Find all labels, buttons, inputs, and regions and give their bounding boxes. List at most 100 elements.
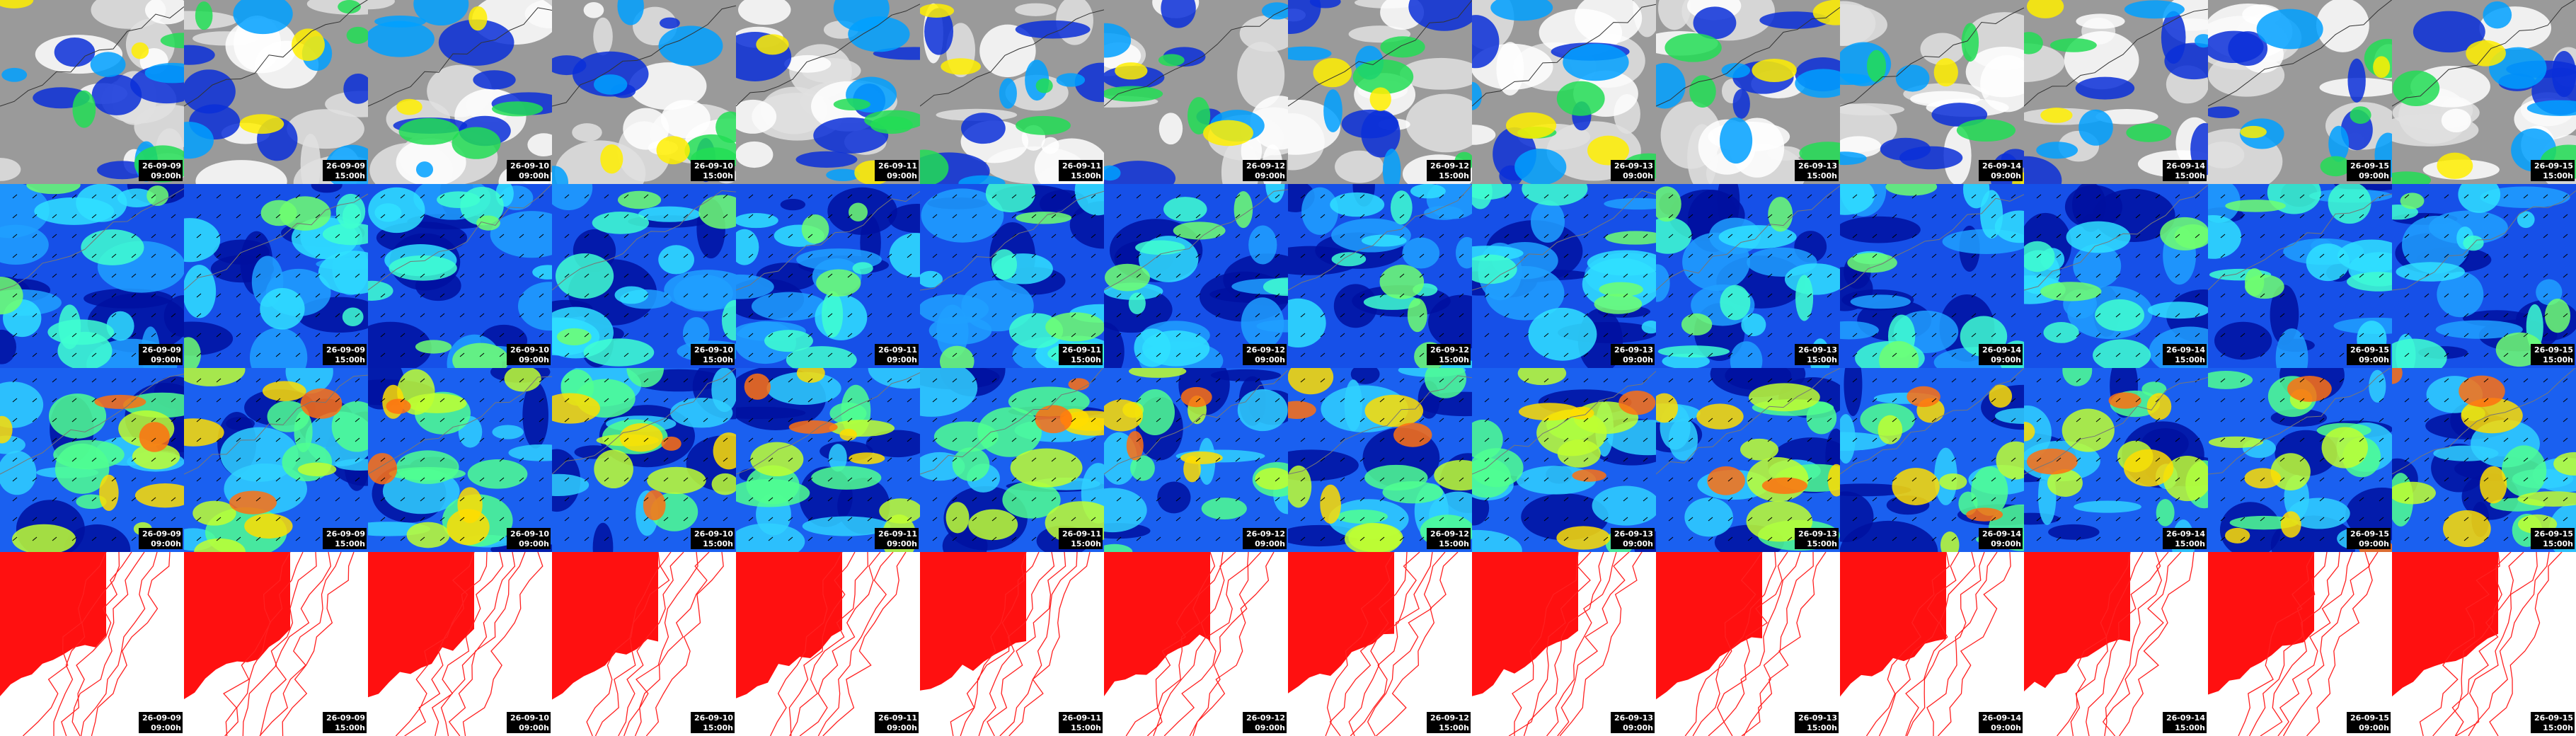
wind-barb xyxy=(827,333,833,338)
wind-barb xyxy=(2095,194,2101,199)
wind-barb xyxy=(1031,194,1037,199)
date-label: 26-09-11 xyxy=(878,529,917,539)
wind-barb xyxy=(2115,398,2121,403)
wind-barb xyxy=(1439,333,1444,338)
wind-barb xyxy=(723,194,728,199)
wind-barb xyxy=(91,477,97,482)
wind-barb xyxy=(1727,293,1733,298)
wind-barb xyxy=(2076,352,2081,357)
wind-barb xyxy=(2279,293,2285,298)
field-blob xyxy=(1352,59,1414,94)
field-blob xyxy=(522,381,548,449)
wind-barb xyxy=(952,293,958,298)
contour-line xyxy=(789,552,868,736)
field-blob xyxy=(452,343,510,368)
field-blob xyxy=(1604,197,1656,210)
wind-barb xyxy=(1991,418,1996,422)
coastline xyxy=(0,374,184,475)
field-blob xyxy=(1812,0,1840,25)
wind-barb xyxy=(1091,418,1096,422)
field-blob xyxy=(476,215,500,231)
field-blob xyxy=(933,421,999,452)
wind-barb xyxy=(2036,457,2042,462)
contour-line xyxy=(1708,552,1788,736)
wind-barb xyxy=(2036,313,2042,318)
wind-barb xyxy=(171,293,176,298)
field-blob xyxy=(2244,468,2282,489)
wind-barb xyxy=(564,333,570,338)
contour-line xyxy=(259,552,342,736)
wind-barb xyxy=(32,273,38,278)
wind-barb xyxy=(1583,398,1589,403)
wind-barb xyxy=(663,333,669,338)
wind-barb xyxy=(2379,517,2384,522)
wind-barb xyxy=(2076,293,2081,298)
field-blob xyxy=(583,2,604,18)
date-label: 26-09-13 xyxy=(1798,529,1837,539)
wind-barb xyxy=(315,477,321,482)
field-blob xyxy=(1180,451,1223,464)
wind-barb xyxy=(1116,536,1122,541)
time-label: 09:00h xyxy=(887,723,917,732)
wind-barb xyxy=(1071,273,1076,278)
wind-barb xyxy=(1668,333,1674,338)
wind-barb xyxy=(1911,293,1917,298)
wind-barb xyxy=(2463,378,2469,383)
wind-barb xyxy=(2424,194,2430,199)
field-blob xyxy=(260,200,297,226)
wind-barb xyxy=(2155,497,2161,502)
wind-barb xyxy=(584,234,590,238)
wind-barb xyxy=(748,418,754,422)
wind-barb xyxy=(564,418,570,422)
wind-barb xyxy=(1623,273,1628,278)
wind-barb xyxy=(2379,437,2384,442)
wind-barb xyxy=(867,437,873,442)
wind-barb xyxy=(2339,234,2345,238)
wind-barb xyxy=(2339,214,2345,219)
wind-barb xyxy=(2483,477,2489,482)
wind-barb xyxy=(1195,352,1201,357)
wind-barb xyxy=(1235,194,1241,199)
wind-barb xyxy=(380,333,386,338)
contour-line xyxy=(2451,552,2524,736)
wind-barb xyxy=(2359,234,2364,238)
field-blob xyxy=(889,233,920,277)
wind-barb xyxy=(459,273,465,278)
wind-barb xyxy=(1747,214,1753,219)
wind-barb xyxy=(255,457,261,462)
wind-barb xyxy=(991,398,997,403)
wind-barb xyxy=(807,253,813,258)
wind-barb xyxy=(2220,536,2226,541)
field-blob xyxy=(1563,43,1629,81)
wind-barb xyxy=(1603,457,1609,462)
wind-barb xyxy=(1340,398,1345,403)
wind-barb xyxy=(1320,273,1326,278)
wind-barb xyxy=(91,517,97,522)
wind-barb xyxy=(71,378,77,383)
wind-barb xyxy=(1747,313,1753,318)
field-blob xyxy=(26,184,81,195)
wind-barb xyxy=(1320,536,1326,541)
field-blob xyxy=(833,0,890,32)
wind-barb xyxy=(2483,313,2489,318)
wind-barb xyxy=(788,293,793,298)
wind-barb xyxy=(1300,477,1306,482)
field-blob xyxy=(342,307,364,326)
wind-barb xyxy=(171,313,176,318)
field-blob xyxy=(583,338,655,367)
wind-barb xyxy=(887,293,892,298)
wind-barb xyxy=(1419,457,1425,462)
wind-barb xyxy=(52,398,57,403)
wind-barb xyxy=(12,517,18,522)
wind-barb xyxy=(1827,194,1832,199)
wind-barb xyxy=(2543,457,2548,462)
wind-barb xyxy=(275,293,281,298)
wind-barb xyxy=(1688,398,1694,403)
wind-barb xyxy=(2011,418,2016,422)
wind-barb xyxy=(807,437,813,442)
wind-barb xyxy=(2523,352,2529,357)
wind-barb xyxy=(1255,293,1260,298)
wind-barb xyxy=(2319,418,2325,422)
